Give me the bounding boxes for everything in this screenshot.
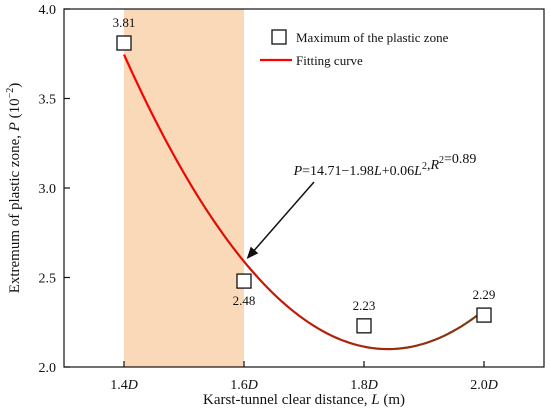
y-axis-label: Extremum of plastic zone, P (10−2) [5,83,23,294]
data-point [116,35,132,51]
data-label: 2.29 [473,287,496,302]
y-tick-label: 4.0 [39,3,57,18]
legend-label-maximum: Maximum of the plastic zone [296,30,449,45]
x-tick-label: 1.6D [230,378,258,393]
fit-equation: P=14.71−1.98L+0.06L2,R2=0.89 [293,152,477,179]
data-point [476,307,492,323]
y-tick-label: 2.5 [39,272,57,287]
data-label: 2.48 [233,293,256,308]
y-tick-label: 3.5 [39,93,57,108]
x-tick-label: 2.0D [470,378,498,393]
fitting-curve [122,54,485,351]
data-label: 3.81 [113,15,136,30]
x-tick-label: 1.4D [110,378,138,393]
highlight-band [124,9,244,367]
legend-label-fitting: Fitting curve [296,53,363,68]
data-label: 2.23 [353,298,376,313]
x-axis-label: Karst-tunnel clear distance, L (m) [203,392,405,408]
x-tick-label: 1.8D [350,378,378,393]
data-point [356,318,372,334]
legend: Maximum of the plastic zone Fitting curv… [260,29,449,68]
y-tick-label: 3.0 [39,182,57,197]
legend-marker-square [271,29,287,45]
y-tick-label: 2.0 [39,361,57,376]
data-point [236,273,252,289]
equation-arrow [246,181,315,259]
